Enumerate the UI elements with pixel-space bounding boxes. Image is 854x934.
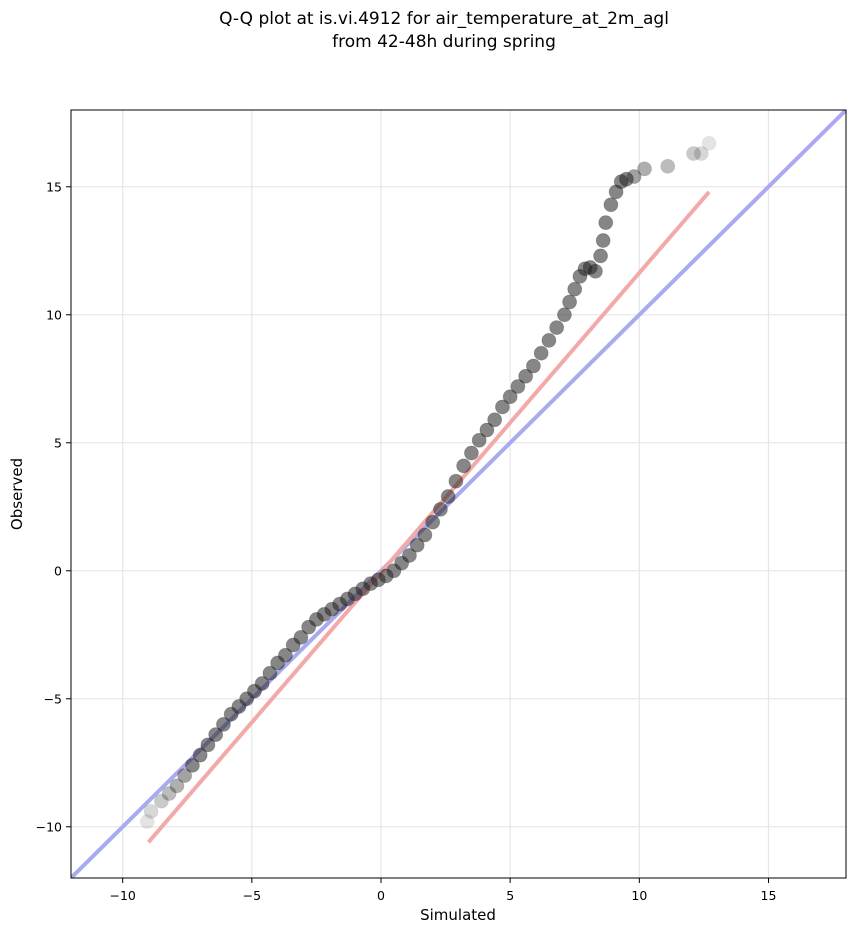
data-point (192, 747, 208, 763)
data-point (526, 358, 541, 374)
data-point (603, 197, 619, 213)
data-point (185, 757, 200, 773)
data-point (619, 171, 634, 187)
data-point (598, 215, 614, 231)
data-point (216, 717, 231, 732)
data-point (161, 786, 177, 801)
data-point (200, 737, 216, 753)
data-point (208, 727, 224, 743)
data-point (541, 332, 557, 348)
axis-ticks: −10 −5 0 5 10 15 −10 −5 0 5 10 15 (36, 179, 777, 903)
data-point (262, 665, 278, 681)
data-point (139, 814, 155, 830)
data-point (440, 489, 456, 504)
data-point (409, 537, 425, 553)
x-tick-label: 10 (631, 888, 647, 903)
data-point (693, 146, 709, 161)
data-point (425, 514, 441, 530)
data-points (139, 135, 717, 830)
data-point (169, 778, 185, 794)
data-point (567, 281, 583, 297)
data-point (402, 548, 417, 563)
data-point (701, 135, 717, 151)
data-point (557, 307, 572, 323)
data-point (495, 399, 510, 415)
data-point (518, 368, 534, 384)
y-tick-label: −10 (36, 819, 62, 834)
data-point (593, 248, 608, 264)
x-tick-label: 15 (761, 888, 777, 903)
data-point (417, 527, 433, 543)
data-point (487, 412, 503, 428)
x-axis-label: Simulated (420, 906, 496, 924)
chart-title-line1: Q-Q plot at is.vi.4912 for air_temperatu… (219, 9, 669, 29)
data-point (177, 768, 193, 783)
data-point (143, 804, 159, 819)
data-point (433, 501, 448, 517)
data-point (660, 158, 676, 174)
data-point (549, 320, 565, 336)
y-axis-label: Observed (8, 458, 26, 530)
x-tick-label: −5 (243, 888, 261, 903)
y-tick-label: 10 (46, 307, 62, 322)
y-tick-label: −5 (44, 691, 62, 706)
x-tick-label: 5 (506, 888, 514, 903)
data-point (154, 793, 169, 809)
data-point (456, 458, 472, 474)
data-point (562, 294, 577, 310)
x-tick-label: −10 (109, 888, 135, 903)
data-point (637, 161, 652, 177)
data-point (479, 422, 495, 438)
data-point (502, 389, 518, 405)
data-point (448, 473, 464, 489)
y-tick-label: 0 (54, 563, 62, 578)
data-point (278, 647, 293, 663)
chart-title-line2: from 42-48h during spring (332, 32, 556, 52)
data-point (510, 379, 526, 394)
y-tick-label: 5 (54, 435, 62, 450)
plot-frame (70, 109, 847, 879)
data-point (464, 445, 479, 461)
data-point (254, 676, 270, 691)
data-point (293, 629, 309, 645)
data-point (588, 263, 603, 279)
grid-lines (71, 110, 846, 878)
data-point (533, 345, 549, 361)
data-point (626, 169, 642, 184)
data-point (686, 146, 701, 161)
y-tick-label: 15 (46, 179, 62, 194)
chart-title: Q-Q plot at is.vi.4912 for air_temperatu… (0, 8, 854, 54)
data-point (471, 432, 487, 448)
data-point (595, 233, 611, 248)
x-tick-label: 0 (377, 888, 385, 903)
